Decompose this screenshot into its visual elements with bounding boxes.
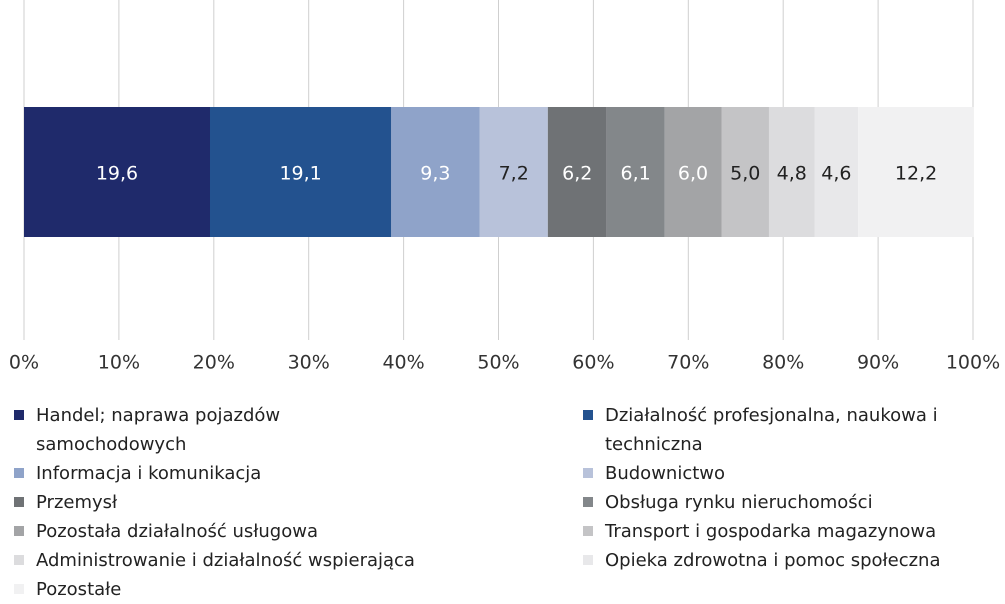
legend-item: Przemysł	[14, 488, 431, 517]
x-tick-label: 10%	[98, 352, 140, 374]
legend-swatch	[14, 410, 24, 420]
x-tick-label: 40%	[382, 352, 424, 374]
bar-segment	[768, 107, 815, 237]
bar-segment	[391, 107, 480, 237]
legend-label: Opieka zdrowotna i pomoc społeczna	[605, 550, 941, 571]
chart-page: 0% 10% 20% 30% 40% 50% 60% 70% 80% 90% 100% 19,6 19,…	[9, 0, 1000, 600]
bar-segment	[547, 107, 607, 237]
bar-segment	[606, 107, 665, 237]
legend-item: Pozostałe	[14, 575, 431, 604]
legend-label: Handel; naprawa pojazdów samochodowych	[36, 405, 281, 455]
data-label: 6,1	[621, 163, 651, 185]
legend-swatch	[14, 584, 24, 594]
bar-segment	[858, 107, 974, 237]
legend-item: Opieka zdrowotna i pomoc społeczna	[583, 546, 1000, 575]
data-label: 7,2	[499, 163, 529, 185]
data-label: 5,0	[730, 163, 760, 185]
x-tick-label: 0%	[9, 352, 39, 374]
legend-swatch	[583, 555, 593, 565]
data-label: 12,2	[895, 163, 937, 185]
data-label: 4,6	[821, 163, 851, 185]
x-tick-label: 60%	[572, 352, 614, 374]
x-tick-label: 20%	[193, 352, 235, 374]
x-tick-label: 70%	[667, 352, 709, 374]
legend-label: Administrowanie i działalność wspierając…	[36, 550, 415, 571]
chart: 0% 10% 20% 30% 40% 50% 60% 70% 80% 90% 100% 19,6 19,…	[9, 0, 1000, 374]
legend-swatch	[14, 468, 24, 478]
legend-label: Działalność profesjonalna, naukowa i tec…	[605, 405, 938, 455]
bar-segment	[479, 107, 548, 237]
legend-swatch	[14, 555, 24, 565]
x-tick-label: 50%	[477, 352, 519, 374]
legend-item: Transport i gospodarka magazynowa	[583, 517, 1000, 546]
legend-item: Administrowanie i działalność wspierając…	[14, 546, 431, 575]
legend-item: Pozostała działalność usługowa	[14, 517, 431, 546]
data-label: 19,6	[96, 163, 138, 185]
legend-label: Budownictwo	[605, 463, 726, 484]
legend-item: Działalność profesjonalna, naukowa i tec…	[583, 401, 1000, 459]
legend-column: Działalność profesjonalna, naukowa i tec…	[583, 401, 1000, 575]
x-tick-label: 100%	[946, 352, 1000, 374]
data-label: 19,1	[279, 163, 321, 185]
legend-item: Handel; naprawa pojazdów samochodowych	[14, 401, 431, 459]
legend-label: Transport i gospodarka magazynowa	[605, 521, 937, 542]
data-label: 9,3	[420, 163, 450, 185]
legend-label: Informacja i komunikacja	[36, 463, 262, 484]
bar-segment	[721, 107, 769, 237]
legend-column: Handel; naprawa pojazdów samochodowych In…	[14, 401, 431, 604]
legend-item: Informacja i komunikacja	[14, 459, 431, 488]
legend-item: Obsługa rynku nieruchomości	[583, 488, 1000, 517]
x-tick-label: 80%	[762, 352, 804, 374]
legend-swatch	[14, 497, 24, 507]
legend-swatch	[583, 497, 593, 507]
data-label: 6,2	[562, 163, 592, 185]
bar-segment	[210, 107, 392, 237]
legend-item: Budownictwo	[583, 459, 1000, 488]
legend-swatch	[14, 526, 24, 536]
bar-segment	[814, 107, 859, 237]
data-label: 4,8	[777, 163, 807, 185]
x-tick-label: 30%	[288, 352, 330, 374]
x-tick-label: 90%	[857, 352, 899, 374]
legend-swatch	[583, 410, 593, 420]
data-label: 6,0	[678, 163, 708, 185]
legend-label: Pozostałe	[36, 579, 122, 600]
bar-segment	[664, 107, 722, 237]
legend-label: Przemysł	[36, 492, 118, 513]
legend-swatch	[583, 526, 593, 536]
legend-swatch	[583, 468, 593, 478]
bar-segment	[24, 107, 211, 237]
legend-label: Pozostała działalność usługowa	[36, 521, 318, 542]
legend-label: Obsługa rynku nieruchomości	[605, 492, 873, 513]
